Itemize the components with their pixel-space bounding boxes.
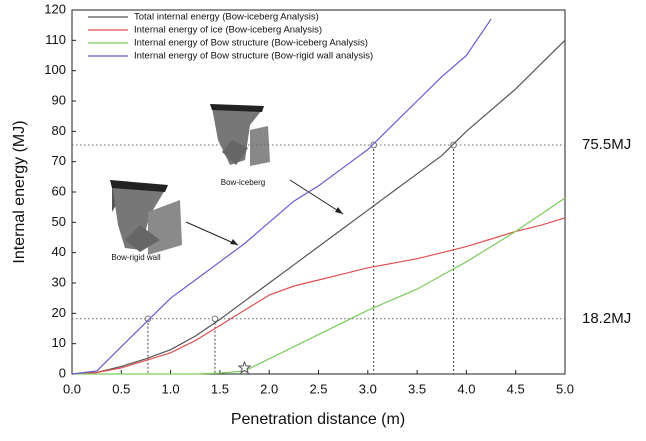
- y-tick-label: 80: [52, 123, 66, 138]
- legend-label: Internal energy of Bow structure (Bow-ic…: [134, 38, 368, 49]
- annotation: Bow-rigid wall: [111, 253, 161, 262]
- x-tick-label: 3.5: [408, 381, 426, 396]
- y-tick-label: 60: [52, 183, 66, 198]
- x-tick-label: 1.0: [162, 381, 180, 396]
- legend-label: Internal energy of Bow structure (Bow-ri…: [134, 51, 373, 62]
- legend-label: Internal energy of ice (Bow-iceberg Anal…: [134, 25, 322, 36]
- marker: [211, 315, 219, 323]
- legend-label: Total internal energy (Bow-iceberg Analy…: [134, 12, 319, 23]
- bow-rigid-wall-figure: [110, 180, 182, 255]
- bow-iceberg-figure: [210, 104, 270, 166]
- y-tick-label: 10: [52, 335, 66, 350]
- reference-label: 18.2MJ: [582, 310, 631, 327]
- series-line: [71, 217, 566, 375]
- x-tick-label: 0.5: [112, 381, 130, 396]
- x-tick-label: 1.5: [211, 381, 229, 396]
- y-tick-label: 90: [52, 92, 66, 107]
- series-line: [71, 18, 492, 375]
- marker: [450, 141, 457, 149]
- reference-label: 75.5MJ: [582, 136, 631, 153]
- y-tick-label: 50: [52, 214, 66, 229]
- x-tick-label: 5.0: [556, 381, 574, 396]
- x-tick-label: 4.5: [507, 381, 525, 396]
- y-tick-label: 70: [52, 153, 66, 168]
- y-tick-label: 0: [59, 365, 66, 380]
- marker: [144, 315, 152, 323]
- marker: [370, 141, 378, 149]
- y-tick-label: 20: [52, 305, 66, 320]
- x-tick-label: 3.0: [359, 381, 377, 396]
- y-tick-label: 110: [45, 32, 66, 47]
- x-tick-label: 4.0: [457, 381, 475, 396]
- arrow: [289, 179, 344, 215]
- annotation: Bow-iceberg: [221, 178, 265, 187]
- x-axis-label: Penetration distance (m): [231, 411, 405, 428]
- series-line: [72, 197, 566, 375]
- x-tick-label: 2.5: [309, 381, 327, 396]
- series-line: [71, 39, 566, 375]
- arrow-head: [230, 239, 238, 245]
- y-axis-label: Internal energy (MJ): [11, 120, 28, 263]
- y-tick-label: 100: [44, 62, 66, 77]
- y-tick-label: 120: [44, 1, 66, 16]
- y-tick-label: 30: [52, 274, 66, 289]
- y-tick-label: 40: [52, 244, 66, 259]
- arrow: [185, 221, 239, 246]
- arrow-head: [335, 207, 343, 214]
- x-tick-label: 2.0: [260, 381, 278, 396]
- x-tick-label: 0.0: [63, 381, 81, 396]
- star-marker: [237, 360, 252, 375]
